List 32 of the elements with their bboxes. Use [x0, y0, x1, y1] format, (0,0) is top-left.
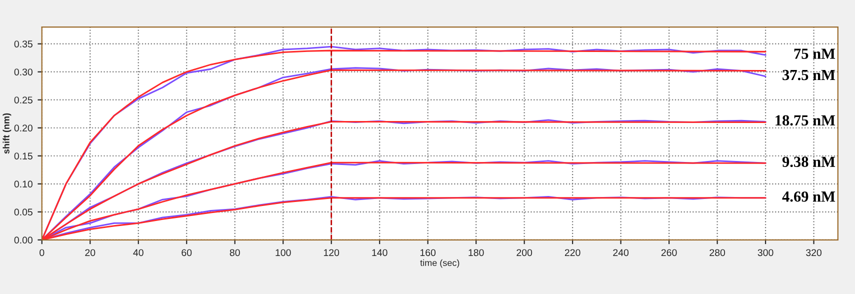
- series-label: 37.5 nM: [782, 70, 836, 80]
- x-tick-label: 60: [182, 249, 192, 256]
- x-tick-label: 220: [564, 249, 580, 256]
- x-axis-title: time (sec): [420, 259, 460, 268]
- y-tick-label: 0.00: [14, 236, 32, 244]
- y-tick-label: 0.30: [14, 68, 32, 76]
- y-tick-label: 0.10: [14, 180, 32, 188]
- series-label: 75 nM: [794, 48, 836, 59]
- x-tick-label: 260: [661, 249, 677, 256]
- x-tick-label: 160: [420, 249, 436, 256]
- series-label: 4.69 nM: [782, 191, 836, 202]
- x-tick-label: 180: [468, 249, 484, 256]
- y-tick-label: 0.25: [14, 96, 32, 104]
- x-tick-label: 40: [133, 249, 144, 256]
- x-tick-label: 0: [40, 249, 44, 256]
- series-label: 18.75 nM: [776, 115, 836, 126]
- x-tick-label: 280: [710, 249, 726, 256]
- x-tick-label: 120: [324, 249, 340, 256]
- x-tick-label: 320: [806, 249, 822, 256]
- y-tick-label: 0.15: [14, 152, 32, 160]
- x-tick-label: 300: [758, 249, 774, 256]
- x-tick-label: 80: [230, 249, 240, 256]
- y-tick-label: 0.35: [14, 40, 32, 48]
- x-tick-label: 240: [613, 249, 629, 256]
- y-tick-label: 0.20: [14, 124, 32, 132]
- x-tick-label: 100: [276, 249, 291, 256]
- series-label: 9.38 nM: [782, 156, 836, 168]
- y-tick-label: 0.05: [14, 208, 32, 216]
- x-tick-label: 20: [85, 249, 96, 256]
- y-axis-title: shift (nm): [2, 113, 12, 154]
- x-tick-label: 200: [516, 249, 532, 256]
- x-tick-label: 140: [372, 249, 388, 256]
